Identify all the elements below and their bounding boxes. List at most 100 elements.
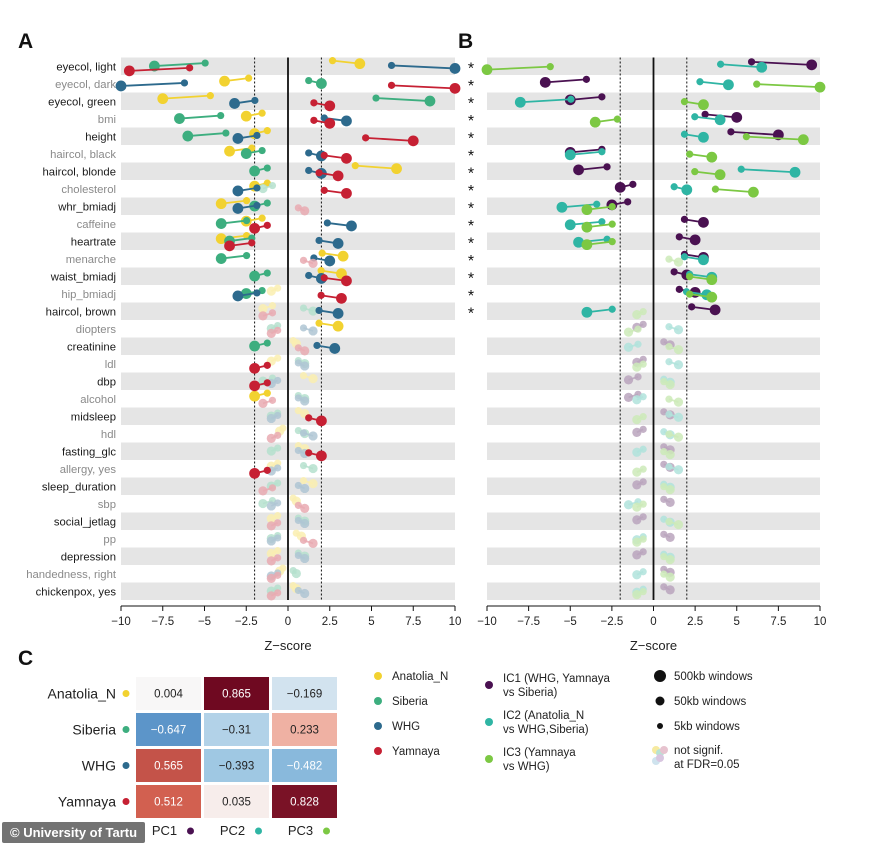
data-point-small: [242, 251, 251, 260]
data-point: [258, 183, 268, 194]
data-point-small: [258, 146, 266, 155]
trait-label: creatinine: [67, 341, 116, 353]
trait-label: diopters: [76, 324, 117, 336]
data-point: [665, 450, 675, 460]
trait-label: eyecol, green: [48, 96, 116, 108]
data-point-small: [660, 553, 668, 561]
x-tick-label: −7.5: [517, 616, 540, 628]
data-point: [665, 555, 675, 565]
data-point: [215, 253, 227, 264]
heatmap-cell-label: 0.565: [154, 761, 183, 773]
trait-label: whr_bmiadj: [57, 201, 116, 213]
data-point-small: [274, 589, 282, 597]
data-point: [300, 588, 310, 599]
data-point: [632, 395, 642, 405]
data-point: [300, 518, 310, 529]
data-point-small: [351, 162, 359, 170]
panel-label-c: C: [18, 647, 33, 670]
heatmap-cell: [136, 749, 201, 782]
data-point-small: [665, 255, 673, 263]
data-point: [632, 502, 642, 512]
data-point: [407, 135, 419, 147]
data-point-small: [299, 536, 308, 544]
significance-marker: *: [468, 130, 474, 147]
data-point-small: [665, 463, 673, 471]
data-point: [706, 151, 718, 163]
data-point-small: [274, 479, 282, 487]
data-segment: [154, 62, 206, 67]
data-point: [632, 415, 642, 425]
data-point-small: [253, 131, 261, 140]
data-point: [157, 93, 169, 105]
data-point: [797, 134, 809, 146]
data-segment: [741, 168, 796, 174]
data-point: [266, 521, 276, 531]
data-point: [581, 239, 593, 251]
data-point-small: [660, 338, 668, 346]
trait-label: eyecol, light: [56, 61, 117, 73]
data-point: [308, 374, 318, 384]
data-point-small: [263, 379, 271, 387]
data-point: [300, 206, 310, 216]
data-point-small: [639, 535, 647, 543]
data-point-small: [634, 373, 642, 381]
data-point-small: [274, 376, 282, 385]
data-point: [632, 480, 642, 490]
data-segment: [545, 78, 587, 84]
data-point-small: [305, 449, 313, 457]
trait-label: midsleep: [71, 411, 116, 423]
data-point: [324, 100, 336, 112]
heatmap-cell-label: −0.647: [151, 725, 187, 737]
data-point: [673, 465, 684, 475]
data-point-small: [274, 571, 282, 579]
trait-label: caffeine: [77, 219, 116, 231]
data-point: [215, 233, 227, 245]
data-point-small: [294, 501, 302, 509]
heatmap-row-label: Anatolia_N: [48, 686, 117, 702]
panel-b: −10 −7.5 −5 −2.5 0 2.5 5 7.5 10 Z−score: [477, 57, 826, 653]
data-point: [449, 82, 461, 94]
data-point: [346, 220, 357, 232]
heatmap-cell: [204, 677, 269, 710]
data-segment: [365, 136, 414, 142]
data-point: [229, 98, 240, 109]
data-point-small: [268, 309, 277, 317]
legend-dot: [655, 696, 665, 706]
data-point-small: [670, 268, 678, 276]
data-point: [514, 96, 526, 108]
data-point-small: [711, 185, 720, 193]
trait-label: pp: [103, 534, 116, 546]
data-point-small: [696, 78, 704, 86]
significance-marker: *: [468, 95, 474, 112]
heatmap-cell-label: 0.512: [154, 797, 183, 809]
x-tick-label: 5: [734, 616, 740, 628]
legend-components: IC1 (WHG, Yamnaya vs Siberia) IC2 (Anatoli…: [485, 673, 611, 773]
data-point-small: [665, 410, 673, 418]
data-point: [673, 412, 684, 422]
data-point-small: [315, 319, 323, 327]
data-point: [632, 537, 642, 547]
credit-label: © University of Tartu: [2, 822, 146, 843]
data-point-small: [660, 570, 668, 578]
data-point-small: [737, 165, 745, 173]
legend-label: Anatolia_N: [392, 671, 448, 683]
data-point: [329, 343, 341, 354]
data-point: [174, 113, 185, 124]
data-segment: [756, 83, 821, 89]
data-point-small: [660, 583, 668, 591]
data-point: [332, 308, 344, 319]
data-point: [337, 250, 349, 262]
data-point-small: [294, 359, 302, 367]
data-point: [232, 203, 244, 214]
x-tick-label: −10: [111, 616, 131, 628]
trait-label: height: [85, 131, 117, 143]
heatmap-row-label: Siberia: [72, 722, 116, 738]
data-point: [324, 117, 336, 129]
x-tick-label: 5: [368, 616, 374, 628]
data-segment: [391, 84, 456, 90]
data-point-small: [660, 495, 668, 503]
data-point: [249, 165, 260, 177]
data-point-small: [299, 324, 308, 332]
data-point: [316, 78, 327, 89]
data-point-small: [263, 389, 271, 397]
